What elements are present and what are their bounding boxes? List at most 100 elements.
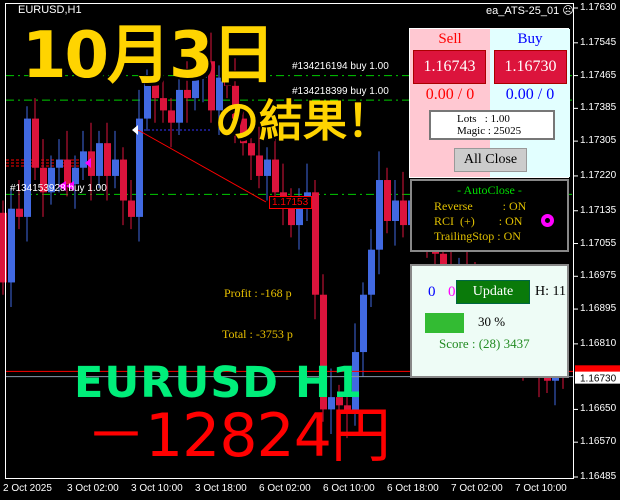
chart-symbol: EURUSD,H1 [18,4,82,16]
bear-candle [0,212,7,283]
overlay-date: 10月3日 [22,19,276,93]
lots-value: Lots : 1.00 [457,113,510,125]
overlay-amount: －12824円 [86,401,391,471]
bear-candle [288,200,295,226]
arrow-icon [132,125,138,135]
close-price-label: 1.17153 [269,196,312,209]
update-button[interactable]: Update [456,280,530,304]
bear-candle [344,405,351,414]
bull-candle [192,77,199,99]
bear-candle [160,98,167,111]
bull-candle [296,208,303,226]
bull-candle [216,77,223,111]
sell-arrow-icon [85,158,91,168]
bear-candle [400,200,407,226]
trade-panel: Sell Buy 1.16743 1.16730 0.00 / 0 0.00 /… [409,28,570,178]
bear-candle [240,118,247,144]
price-tick: 1.17055 [580,237,617,249]
bull-candle [24,118,31,217]
bull-candle [48,167,55,193]
ea-name: ea_ATS-25_01 ☹ [486,4,574,17]
bear-candle [88,151,95,176]
bear-candle [184,89,191,99]
buy-button[interactable]: 1.16730 [494,50,567,84]
bull-candle [8,208,15,283]
bear-candle [40,167,47,193]
bull-candle [96,143,103,176]
ask-price-label: 1.16730 [580,374,617,385]
price-tick: 1.17545 [580,36,617,48]
time-label: 6 Oct 02:00 [259,483,311,494]
bull-candle [352,352,359,414]
progress-bar [425,313,464,333]
bear-candle [232,85,239,119]
magenta-count: 0 [448,284,456,300]
overlay-result: の結果！ [215,96,391,147]
bear-candle [320,294,327,410]
bear-candle [168,110,175,123]
price-tick: 1.17220 [580,169,617,181]
bull-candle [328,397,335,410]
all-close-button[interactable]: All Close [454,148,527,172]
time-label: 6 Oct 10:00 [323,483,375,494]
blue-count: 0 [428,284,436,300]
autoclose-trailing: TrailingStop : ON [434,229,521,243]
bull-candle [176,89,183,123]
progress-label: 30 % [478,314,506,329]
profit-text: Profit : -168 p [224,286,292,300]
bull-candle [56,159,63,168]
lots-box: Lots : 1.00 Magic : 25025 [429,110,555,140]
magic-value: Magic : 25025 [457,125,522,137]
score-text: Score : (28) 3437 [439,336,530,351]
bull-candle [80,151,87,168]
price-tick: 1.16810 [580,337,617,349]
order-label: #134218399 buy 1.00 [292,86,389,97]
bear-candle [16,208,23,217]
frown-face-icon: ☹ [562,5,574,17]
trade-line [137,129,267,203]
buy-position: 0.00 / 0 [505,86,555,103]
bear-candle [104,143,111,176]
time-label: 7 Oct 10:00 [515,483,567,494]
time-label: 7 Oct 02:00 [451,483,503,494]
price-tick: 1.16650 [580,403,617,415]
bull-candle [136,118,143,217]
bear-candle [120,159,127,201]
bear-candle [440,253,447,267]
price-tick: 1.16570 [580,436,617,448]
bull-candle [144,81,151,119]
time-label: 6 Oct 18:00 [387,483,439,494]
time-label: 3 Oct 10:00 [131,483,183,494]
bull-candle [72,167,79,185]
bear-candle [32,118,39,168]
bear-candle [256,155,263,176]
h-value: H: 11 [535,284,566,299]
price-tick: 1.17135 [580,204,617,216]
sell-position: 0.00 / 0 [425,86,475,103]
bear-candle [336,397,343,406]
price-tick: 1.17385 [580,102,617,114]
price-tick: 1.16895 [580,303,617,315]
autoclose-reverse: Reverse : ON [434,199,527,213]
bull-candle [376,180,383,250]
total-text: Total : -3753 p [222,327,293,341]
bear-candle [208,61,215,111]
bear-candle [152,81,159,99]
bear-candle [224,77,231,86]
time-label: 2 Oct 2025 [3,483,52,494]
ask-price-box [575,371,620,384]
bid-price-box [575,365,620,377]
sell-header: Sell [438,31,462,47]
bull-candle [264,159,271,176]
status-panel: 0 0 Update H: 11 30 % Score : (28) 3437 [410,264,569,378]
price-tick: 1.17630 [580,2,617,13]
overlay-pair: EURUSD H1 [74,358,363,408]
bear-candle [128,200,135,217]
sell-button[interactable]: 1.16743 [413,50,486,84]
sell-arrow-icon [58,181,74,191]
buy-header: Buy [517,31,543,47]
order-label: #134216194 buy 1.00 [292,61,389,72]
bear-candle [64,159,71,185]
bear-candle [248,143,255,156]
